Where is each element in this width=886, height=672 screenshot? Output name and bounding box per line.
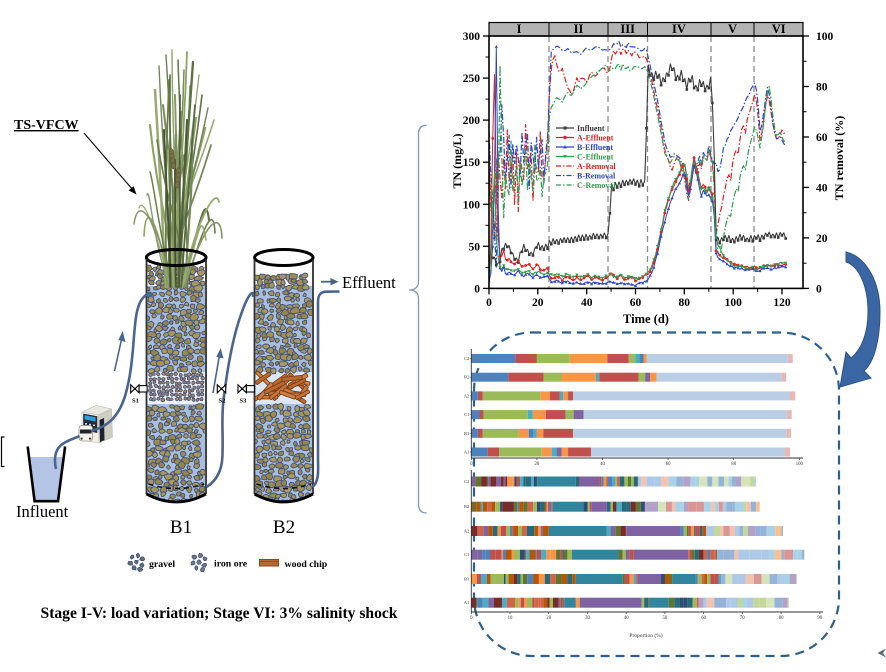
svg-text:60: 60 <box>630 297 642 309</box>
svg-text:S1: S1 <box>132 398 139 405</box>
svg-text:C-Effluent: C-Effluent <box>577 152 614 161</box>
svg-text:10: 10 <box>508 616 513 621</box>
svg-text:B1: B1 <box>464 577 469 582</box>
svg-text:B2: B2 <box>464 504 469 509</box>
svg-text:100: 100 <box>463 199 481 211</box>
svg-text:120: 120 <box>773 297 791 309</box>
svg-text:20: 20 <box>535 462 540 467</box>
svg-text:100: 100 <box>725 297 743 309</box>
svg-text:C1: C1 <box>464 412 469 417</box>
svg-text:90: 90 <box>817 616 822 621</box>
svg-text:20: 20 <box>816 233 828 245</box>
svg-text:wood chip: wood chip <box>285 559 328 570</box>
svg-text:A-Effluent: A-Effluent <box>577 133 614 142</box>
svg-text:I: I <box>517 22 522 36</box>
svg-text:C2: C2 <box>464 356 469 361</box>
svg-text:60: 60 <box>666 462 671 467</box>
svg-text:30: 30 <box>585 616 590 621</box>
svg-text:0: 0 <box>474 283 480 295</box>
svg-text:100: 100 <box>816 31 834 43</box>
svg-text:TN removal (%): TN removal (%) <box>832 116 846 200</box>
svg-text:80: 80 <box>679 297 691 309</box>
svg-text:Influent: Influent <box>16 502 69 521</box>
svg-text:VI: VI <box>772 22 786 36</box>
svg-text:60: 60 <box>816 132 828 144</box>
svg-text:80: 80 <box>731 462 736 467</box>
svg-text:300: 300 <box>463 31 481 43</box>
svg-text:Effluent: Effluent <box>342 273 396 292</box>
svg-text:C2: C2 <box>464 479 469 484</box>
svg-text:A1: A1 <box>464 450 470 455</box>
svg-text:TS-VFCW: TS-VFCW <box>14 118 79 133</box>
svg-text:B2: B2 <box>464 375 469 380</box>
svg-text:C-Removal: C-Removal <box>577 181 616 190</box>
svg-text:S2: S2 <box>219 398 226 405</box>
svg-text:gravel: gravel <box>149 559 175 570</box>
svg-text:200: 200 <box>463 115 481 127</box>
svg-text:50: 50 <box>663 616 668 621</box>
svg-text:A2: A2 <box>464 393 470 398</box>
svg-text:0: 0 <box>816 283 822 295</box>
svg-text:40: 40 <box>581 297 593 309</box>
svg-text:S3: S3 <box>240 398 248 405</box>
svg-text:60: 60 <box>701 616 706 621</box>
svg-text:B1: B1 <box>170 517 192 538</box>
svg-text:250: 250 <box>463 73 481 85</box>
svg-text:II: II <box>574 22 584 36</box>
svg-text:Influent: Influent <box>577 124 605 133</box>
svg-text:B2: B2 <box>273 517 295 538</box>
svg-text:C1: C1 <box>464 552 469 557</box>
svg-text:Proportion (%): Proportion (%) <box>629 632 662 639</box>
svg-text:40: 40 <box>816 182 828 194</box>
svg-text:80: 80 <box>816 82 828 94</box>
svg-text:B-Removal: B-Removal <box>577 171 616 180</box>
svg-text:Time (d): Time (d) <box>623 312 669 326</box>
svg-text:40: 40 <box>600 462 605 467</box>
svg-text:40: 40 <box>624 616 629 621</box>
svg-text:A-Removal: A-Removal <box>577 162 616 171</box>
svg-text:20: 20 <box>532 297 544 309</box>
svg-text:20: 20 <box>546 616 551 621</box>
svg-text:A1: A1 <box>464 600 470 605</box>
svg-text:TN (mg/L): TN (mg/L) <box>450 134 464 189</box>
svg-text:B1: B1 <box>464 431 469 436</box>
svg-text:80: 80 <box>779 616 784 621</box>
svg-text:0: 0 <box>486 297 492 309</box>
svg-text:100: 100 <box>796 462 804 467</box>
svg-text:Stage I-V: load variation; Sta: Stage I-V: load variation; Stage VI: 3% … <box>41 605 398 622</box>
svg-text:70: 70 <box>740 616 745 621</box>
svg-text:150: 150 <box>463 157 481 169</box>
svg-text:IV: IV <box>672 22 686 36</box>
svg-text:B-Effluent: B-Effluent <box>577 143 613 152</box>
svg-text:III: III <box>620 22 635 36</box>
svg-text:V: V <box>728 22 737 36</box>
svg-text:A2: A2 <box>464 529 470 534</box>
svg-text:iron ore: iron ore <box>214 559 248 570</box>
svg-text:50: 50 <box>469 241 481 253</box>
